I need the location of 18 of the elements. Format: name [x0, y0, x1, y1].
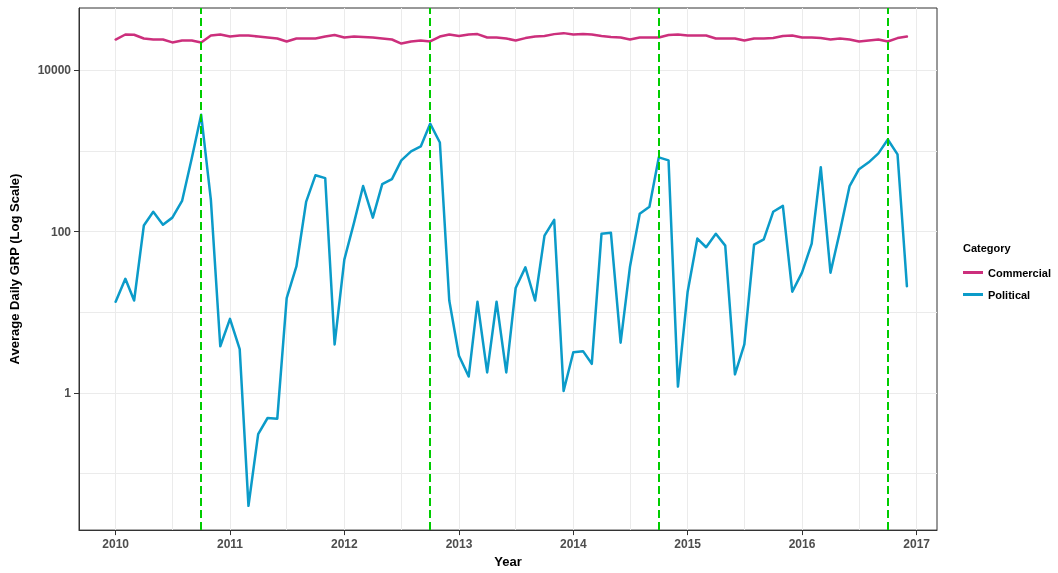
y-axis-title: Average Daily GRP (Log Scale): [7, 173, 22, 365]
legend-label: Political: [988, 288, 1031, 301]
legend-label: Commercial: [988, 266, 1051, 279]
x-tick-label: 2013: [445, 537, 473, 552]
x-tick-label: 2011: [216, 537, 244, 552]
legend-title: Category: [963, 241, 1012, 254]
y-tick-label: 1: [64, 386, 72, 400]
x-tick-label: 2016: [788, 537, 816, 552]
line-series: [114, 113, 909, 508]
x-tick-label: 2010: [102, 537, 130, 552]
y-tick-label: 100: [50, 224, 72, 239]
line-series: [114, 31, 909, 45]
x-tick-label: 2012: [330, 537, 358, 552]
x-tick-label: 2015: [674, 537, 702, 552]
x-axis-title: Year: [494, 554, 522, 569]
x-tick-label: 2017: [903, 537, 931, 552]
x-tick-label: 2014: [559, 537, 587, 552]
y-tick-label: 10000: [37, 63, 72, 78]
